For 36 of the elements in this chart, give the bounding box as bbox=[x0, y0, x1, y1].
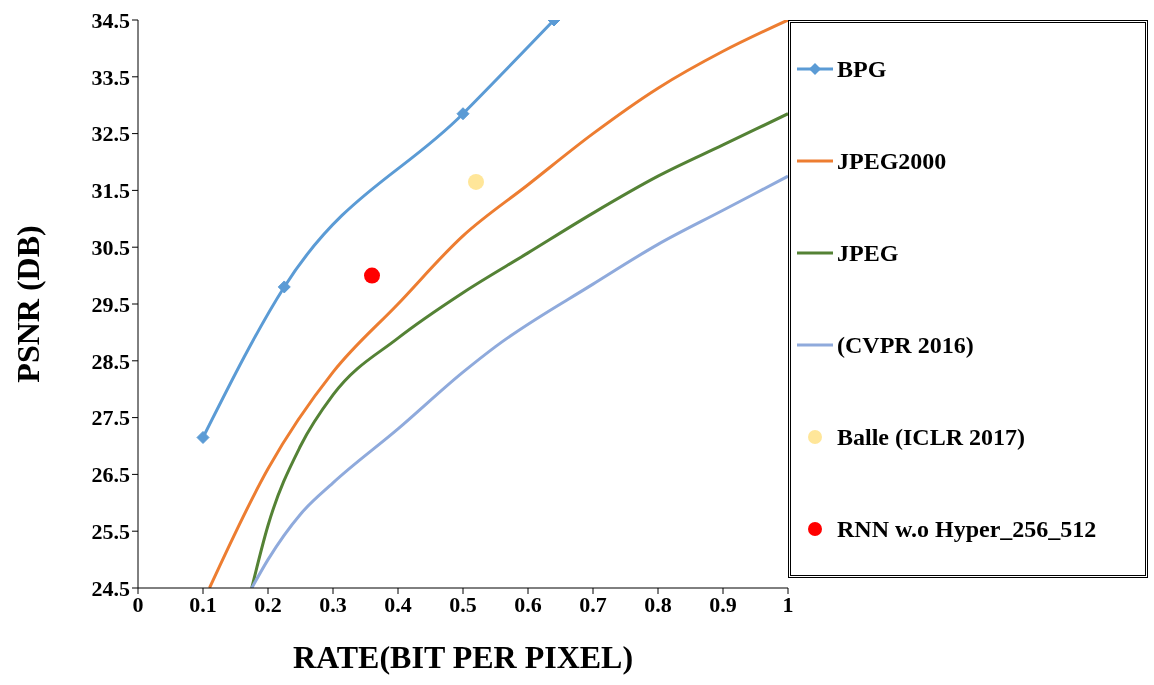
x-tick-label: 0.5 bbox=[449, 591, 477, 617]
point bbox=[277, 280, 291, 294]
x-tick-label: 0.8 bbox=[644, 591, 672, 617]
x-tick-label: 0 bbox=[132, 591, 144, 617]
y-tick-label: 34.5 bbox=[91, 7, 130, 33]
x-tick-label: 0.1 bbox=[189, 591, 217, 617]
x-axis-title: RATE(BIT PER PIXEL) bbox=[292, 639, 634, 675]
point bbox=[364, 267, 380, 284]
x-tick-label: 0.7 bbox=[579, 591, 607, 617]
point bbox=[456, 107, 470, 121]
legend-label: BPG bbox=[837, 55, 887, 83]
x-tick-label: 0.4 bbox=[384, 591, 412, 617]
legend-label: Balle (ICLR 2017) bbox=[837, 423, 1025, 451]
line-series bbox=[208, 20, 788, 588]
x-tick-label: 1 bbox=[782, 591, 794, 617]
point bbox=[468, 173, 484, 190]
y-tick-label: 27.5 bbox=[91, 405, 130, 431]
x-tick-label: 0.6 bbox=[514, 591, 542, 617]
legend-label: JPEG bbox=[837, 239, 899, 267]
y-tick-label: 33.5 bbox=[91, 64, 130, 90]
legend-label: (CVPR 2016) bbox=[837, 331, 974, 359]
y-tick-label: 31.5 bbox=[91, 178, 130, 204]
y-tick-label: 30.5 bbox=[91, 235, 130, 261]
x-tick-label: 0.2 bbox=[254, 591, 282, 617]
y-tick-label: 32.5 bbox=[91, 121, 130, 147]
x-tick-label: 0.9 bbox=[709, 591, 737, 617]
legend-label: RNN w.o Hyper_256_512 bbox=[837, 515, 1097, 543]
y-tick-label: 25.5 bbox=[91, 519, 130, 545]
x-tick-label: 0.3 bbox=[319, 591, 347, 617]
y-tick-label: 28.5 bbox=[91, 348, 130, 374]
y-axis-title: PSNR (DB) bbox=[10, 225, 47, 383]
point bbox=[196, 430, 210, 444]
y-tick-label: 26.5 bbox=[91, 462, 130, 488]
y-tick-label: 29.5 bbox=[91, 291, 130, 317]
y-tick-label: 24.5 bbox=[91, 575, 130, 601]
legend-label: JPEG2000 bbox=[837, 147, 947, 175]
